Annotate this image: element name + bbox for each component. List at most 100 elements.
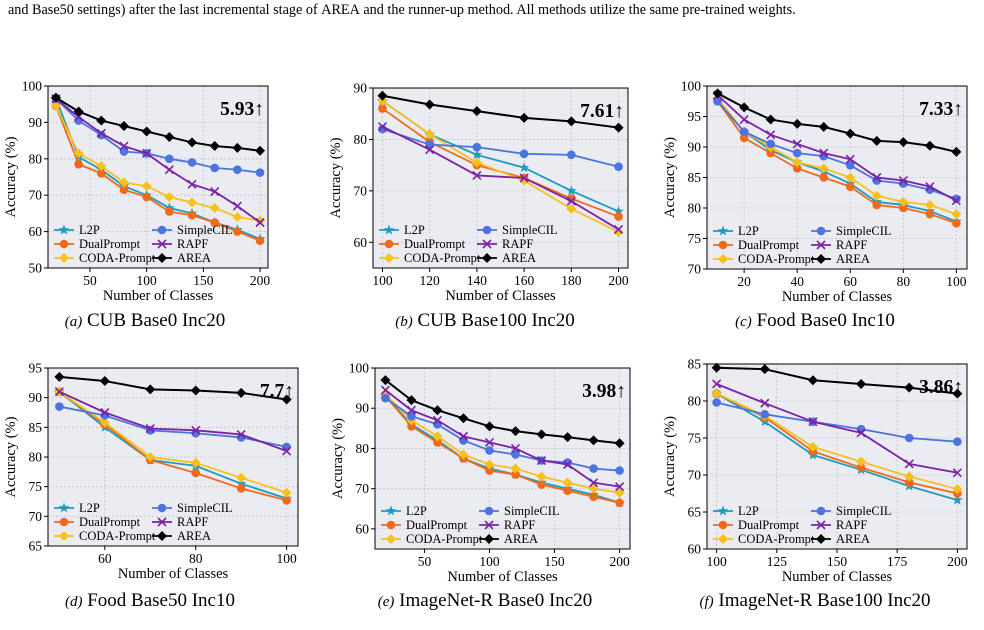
point-rapf-5 bbox=[510, 443, 521, 454]
legend-label: CODA-Prompt bbox=[738, 532, 815, 546]
point-rapf-9 bbox=[255, 217, 265, 228]
point-dualprompt-7 bbox=[563, 486, 572, 495]
legend-label: RAPF bbox=[836, 238, 867, 252]
point-area-3 bbox=[190, 385, 201, 396]
legend-item-coda-prompt: CODA-Prompt bbox=[379, 251, 481, 265]
point-rapf-3 bbox=[458, 431, 469, 441]
series-line-rapf bbox=[55, 98, 261, 224]
legend-marker-coda-prompt bbox=[59, 253, 69, 263]
legend-marker-rapf bbox=[484, 520, 494, 530]
chart-panel-2: 70 75 80 85 90 95 100 20 40 60 80 100 Number of Clas… bbox=[655, 68, 975, 368]
legend-marker-l2p bbox=[717, 505, 729, 516]
y-tick-label: 70 bbox=[29, 188, 43, 203]
point-area-6 bbox=[536, 429, 547, 440]
legend-marker-rapf bbox=[157, 517, 167, 527]
subfigure-title: Food Base50 Inc10 bbox=[87, 590, 235, 611]
legend-marker-dualprompt bbox=[718, 240, 728, 250]
series-line-coda-prompt bbox=[384, 393, 620, 494]
point-dualprompt-5 bbox=[845, 182, 855, 191]
point-coda-prompt-0 bbox=[50, 101, 61, 112]
point-area-5 bbox=[613, 122, 624, 133]
legend-label: AREA bbox=[504, 532, 538, 546]
legend-label: CODA-Prompt bbox=[404, 251, 481, 265]
subfigure-title: Food Base0 Inc10 bbox=[756, 310, 895, 331]
point-simplecil-0 bbox=[712, 398, 721, 407]
series-area bbox=[377, 90, 624, 133]
legend-marker-rapf bbox=[482, 239, 492, 249]
subfigure-label: (f) bbox=[699, 594, 714, 610]
x-tick-label: 140 bbox=[467, 273, 488, 288]
x-tick-label: 60 bbox=[844, 274, 858, 289]
point-area-2 bbox=[432, 405, 443, 416]
y-tick-label: 100 bbox=[681, 79, 702, 94]
point-rapf-0 bbox=[377, 122, 388, 132]
legend-item-dualprompt: DualPrompt bbox=[713, 518, 800, 532]
point-area-4 bbox=[904, 382, 915, 393]
point-area-3 bbox=[519, 112, 530, 123]
point-rapf-5 bbox=[164, 165, 174, 175]
legend-label: AREA bbox=[836, 252, 870, 266]
legend-label: RAPF bbox=[836, 518, 867, 532]
series-line-rapf bbox=[716, 383, 958, 474]
subfigure-title: CUB Base100 Inc20 bbox=[417, 310, 575, 331]
legend-item-simplecil: SimpleCIL bbox=[152, 501, 233, 515]
point-dualprompt-9 bbox=[615, 498, 624, 508]
point-rapf-3 bbox=[519, 173, 529, 183]
legend-label: AREA bbox=[177, 251, 211, 265]
x-tick-label: 100 bbox=[137, 273, 158, 288]
point-area-5 bbox=[952, 388, 963, 399]
y-tick-label: 95 bbox=[29, 361, 43, 376]
point-dualprompt-7 bbox=[210, 218, 220, 227]
point-rapf-2 bbox=[96, 128, 106, 138]
point-area-0 bbox=[711, 362, 722, 373]
subfigure-label: (a) bbox=[64, 314, 83, 330]
series-line-area bbox=[716, 366, 958, 395]
legend-label: DualPrompt bbox=[738, 238, 800, 252]
point-area-1 bbox=[739, 102, 750, 113]
point-area-8 bbox=[924, 140, 935, 151]
series-rapf bbox=[377, 122, 624, 234]
legend-marker-dualprompt bbox=[386, 520, 396, 530]
y-tick-label: 75 bbox=[688, 431, 702, 446]
x-tick-label: 100 bbox=[479, 554, 500, 569]
chart-svg: 70 75 80 85 90 95 100 20 40 60 80 100 Number of Clas… bbox=[662, 79, 968, 305]
series-area bbox=[50, 92, 266, 156]
y-axis-label: Accuracy (%) bbox=[662, 137, 678, 218]
axes-frame bbox=[374, 367, 631, 550]
y-tick-label: 100 bbox=[349, 361, 370, 376]
legend-marker-dualprompt bbox=[59, 517, 69, 527]
x-tick-label: 200 bbox=[947, 554, 968, 569]
series-line-coda-prompt bbox=[58, 390, 287, 494]
point-rapf-6 bbox=[536, 455, 547, 466]
legend-label: L2P bbox=[79, 501, 100, 515]
x-tick-label: 100 bbox=[707, 554, 728, 569]
point-coda-prompt-1 bbox=[424, 129, 435, 140]
point-dualprompt-3 bbox=[191, 468, 201, 478]
y-tick-label: 60 bbox=[29, 224, 43, 239]
series-line-area bbox=[384, 379, 620, 445]
legend-marker-dualprompt bbox=[718, 520, 728, 530]
series-area bbox=[711, 362, 963, 399]
legend-label: AREA bbox=[836, 532, 870, 546]
point-rapf-1 bbox=[425, 145, 435, 155]
x-tick-label: 200 bbox=[609, 554, 630, 569]
y-tick-label: 60 bbox=[354, 235, 368, 250]
point-dualprompt-8 bbox=[233, 227, 242, 236]
y-tick-label: 80 bbox=[354, 132, 368, 147]
point-coda-prompt-9 bbox=[951, 209, 962, 220]
point-simplecil-4 bbox=[567, 150, 576, 160]
legend-item-l2p: L2P bbox=[713, 504, 759, 518]
point-area-0 bbox=[54, 371, 65, 382]
point-area-7 bbox=[898, 137, 909, 148]
point-area-6 bbox=[871, 135, 882, 146]
y-tick-label: 95 bbox=[688, 109, 702, 124]
legend-marker-coda-prompt bbox=[384, 253, 394, 263]
subfigure-label: (c) bbox=[735, 314, 752, 330]
point-coda-prompt-8 bbox=[924, 199, 935, 210]
point-coda-prompt-2 bbox=[471, 157, 482, 168]
x-axis-label: Number of Classes bbox=[445, 288, 556, 304]
legend-item-l2p: L2P bbox=[54, 501, 100, 515]
point-simplecil-5 bbox=[614, 162, 623, 171]
point-simplecil-8 bbox=[233, 165, 242, 175]
point-dualprompt-5 bbox=[614, 212, 623, 221]
